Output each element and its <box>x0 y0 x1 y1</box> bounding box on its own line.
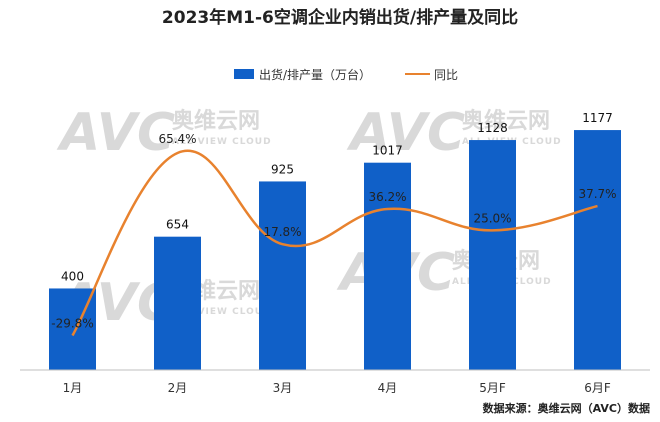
x-tick-label: 4月 <box>378 381 398 395</box>
watermark-logo-text: AVC <box>346 103 465 163</box>
bar <box>574 130 621 370</box>
watermark-tagline-text: ALL VIEW CLOUD <box>172 137 272 147</box>
line-value-label: 36.2% <box>368 190 406 204</box>
x-tick-label: 6月F <box>584 381 611 395</box>
bar-value-label: 1017 <box>372 144 403 158</box>
bar <box>364 162 411 370</box>
x-tick-label: 1月 <box>63 381 83 395</box>
bar-series <box>49 130 621 370</box>
source-note: 数据来源：奥维云网（AVC）数据 <box>483 401 650 415</box>
line-value-labels: -29.8% 65.4% 17.8% 36.2% 25.0% 37.7% <box>51 132 616 330</box>
bar <box>154 236 201 370</box>
bar-value-label: 1177 <box>582 111 613 125</box>
legend-label-bar: 出货/排产量（万台） <box>259 67 371 82</box>
legend-label-line: 同比 <box>434 68 458 82</box>
bar <box>469 140 516 370</box>
bar-value-label: 1128 <box>477 121 508 135</box>
watermark-name-text: 奥维云网 <box>462 108 550 134</box>
bar-value-labels: 400 654 925 1017 1128 1177 <box>61 111 613 283</box>
bar-value-label: 400 <box>61 269 84 283</box>
line-value-label: 17.8% <box>263 225 301 239</box>
line-value-label: 37.7% <box>578 187 616 201</box>
line-value-label: -29.8% <box>51 316 93 330</box>
x-tick-label: 2月 <box>168 381 188 395</box>
watermark-name-text: 奥维云网 <box>172 108 260 134</box>
legend-swatch-bar <box>234 69 254 79</box>
line-value-label: 65.4% <box>158 132 196 146</box>
chart-title: 2023年M1-6空调企业内销出货/排产量及同比 <box>162 7 518 28</box>
bar-value-label: 654 <box>166 218 189 232</box>
x-axis-ticks: 1月 2月 3月 4月 5月F 6月F <box>63 381 611 395</box>
legend: 出货/排产量（万台） 同比 <box>234 67 458 82</box>
yoy-line-path <box>71 149 598 337</box>
x-tick-label: 5月F <box>479 381 506 395</box>
watermark-logo-text: AVC <box>56 103 175 163</box>
line-value-label: 25.0% <box>473 211 511 225</box>
bar <box>259 181 306 370</box>
bar-value-label: 925 <box>271 162 294 176</box>
watermark-tagline-text: ALL VIEW CLOUD <box>172 307 272 317</box>
x-tick-label: 3月 <box>273 381 293 395</box>
